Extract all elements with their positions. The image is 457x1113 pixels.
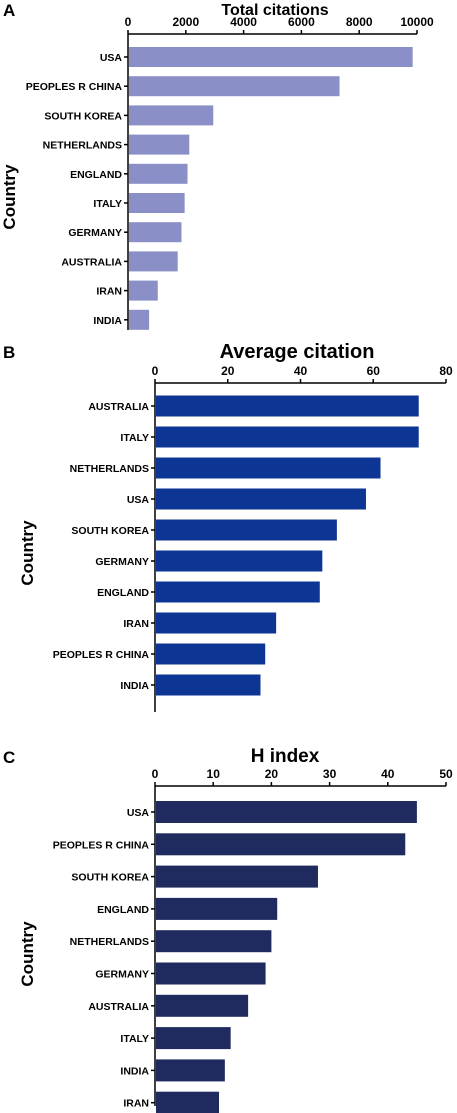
panel-c-category-label: IRAN [123,1098,149,1110]
panel-b-x-tick-label: 0 [152,364,159,378]
panel-a-letter: A [3,1,15,20]
panel-b-x-tick-label: 20 [221,364,235,378]
panel-b-category-label: AUSTRALIA [88,401,149,413]
panel-c-x-tick-label: 30 [323,767,337,781]
panel-a-bar [129,309,150,330]
panel-a-category-label: ENGLAND [70,169,122,181]
panel-b-x-tick-label: 40 [294,364,308,378]
panel-a-x-tick-label: 2000 [172,15,199,29]
panel-b-bar [156,519,337,541]
panel-b-bar [156,550,323,572]
panel-b-category-label: USA [127,494,150,506]
panel-b-category-label: IRAN [123,618,149,630]
panel-c-category-label: ITALY [120,1033,149,1045]
panel-b-bar [156,457,381,479]
panel-c-bar [156,1059,225,1082]
panel-c-bar [156,1091,220,1113]
panel-b-category-label: GERMANY [95,556,149,568]
panel-b-category-label: NETHERLANDS [70,463,149,475]
panel-c-bar [156,994,249,1017]
panel-c-x-tick-label: 20 [265,767,279,781]
panel-a-bar [129,134,190,155]
panel-c-bar [156,962,266,985]
panel-b-category-label: PEOPLES R CHINA [53,649,150,661]
panel-b-bar [156,674,261,696]
panel-a-bar [129,163,188,184]
panel-b-x-tick-label: 80 [439,364,453,378]
panel-c-bar [156,833,406,856]
panel-a-category-label: GERMANY [68,227,122,239]
panel-c-y-axis-title: Country [18,921,37,987]
panel-a-y-axis-title: Country [0,164,19,230]
panel-c-category-label: USA [127,807,150,819]
panel-a-bar [129,76,340,97]
panel-a-x-tick-label: 6000 [288,15,315,29]
panel-c-bar [156,865,318,888]
panel-b-bar [156,643,266,665]
panel-a-bar [129,251,178,272]
panel-c-x-tick-label: 40 [381,767,395,781]
panel-c-bar [156,1027,231,1050]
panel-a-bar [129,222,182,243]
panel-c-category-label: SOUTH KOREA [71,872,149,884]
panel-a-category-label: ITALY [93,198,122,210]
panel-b-bar [156,581,320,603]
panel-c-title: H index [251,746,320,767]
panel-a-bar [129,105,214,126]
panel-c-bar [156,801,417,823]
panel-c-bar [156,930,272,953]
panel-a-category-label: SOUTH KOREA [44,110,122,122]
panel-a-x-tick-label: 10000 [400,15,434,29]
panel-a-title: Total citations [221,2,328,19]
panel-c-letter: C [3,748,15,767]
panel-b-category-label: ENGLAND [97,587,149,599]
panel-c-x-tick-label: 10 [207,767,221,781]
panel-b-bar [156,488,366,510]
panel-a-x-tick-label: 4000 [230,15,257,29]
panel-a-category-label: USA [100,52,123,64]
panel-a-bar [129,193,185,213]
panel-b-category-label: SOUTH KOREA [71,525,149,537]
panel-c-category-label: GERMANY [95,969,149,981]
panel-b-title: Average citation [220,341,375,363]
panel-a-category-label: IRAN [96,286,122,298]
panel-c-category-label: ENGLAND [97,904,149,916]
panel-a-category-label: AUSTRALIA [61,256,122,268]
panel-a-bar [129,280,158,301]
panel-c-bar [156,897,278,920]
panel-c-category-label: INDIA [120,1065,149,1077]
panel-a-category-label: INDIA [93,315,122,327]
panel-b-x-tick-label: 60 [367,364,381,378]
panel-b-bar [156,395,419,417]
panel-b-bar [156,426,419,448]
panel-a-x-tick-label: 8000 [346,15,373,29]
panel-a-x-tick-label: 0 [125,15,132,29]
panel-c-category-label: PEOPLES R CHINA [53,839,150,851]
panel-a-bar [129,47,413,67]
panel-b-category-label: ITALY [120,432,149,444]
panel-b-bar [156,612,277,634]
panel-a-category-label: NETHERLANDS [43,140,122,152]
panel-b-category-label: INDIA [120,680,149,692]
panel-c-x-tick-label: 0 [152,767,159,781]
panel-b-y-axis-title: Country [18,520,37,586]
panel-c-category-label: NETHERLANDS [70,936,149,948]
panel-a-category-label: PEOPLES R CHINA [26,81,123,93]
panel-b-letter: B [3,343,15,362]
panel-c-category-label: AUSTRALIA [88,1001,149,1013]
panel-c-x-tick-label: 50 [439,767,453,781]
